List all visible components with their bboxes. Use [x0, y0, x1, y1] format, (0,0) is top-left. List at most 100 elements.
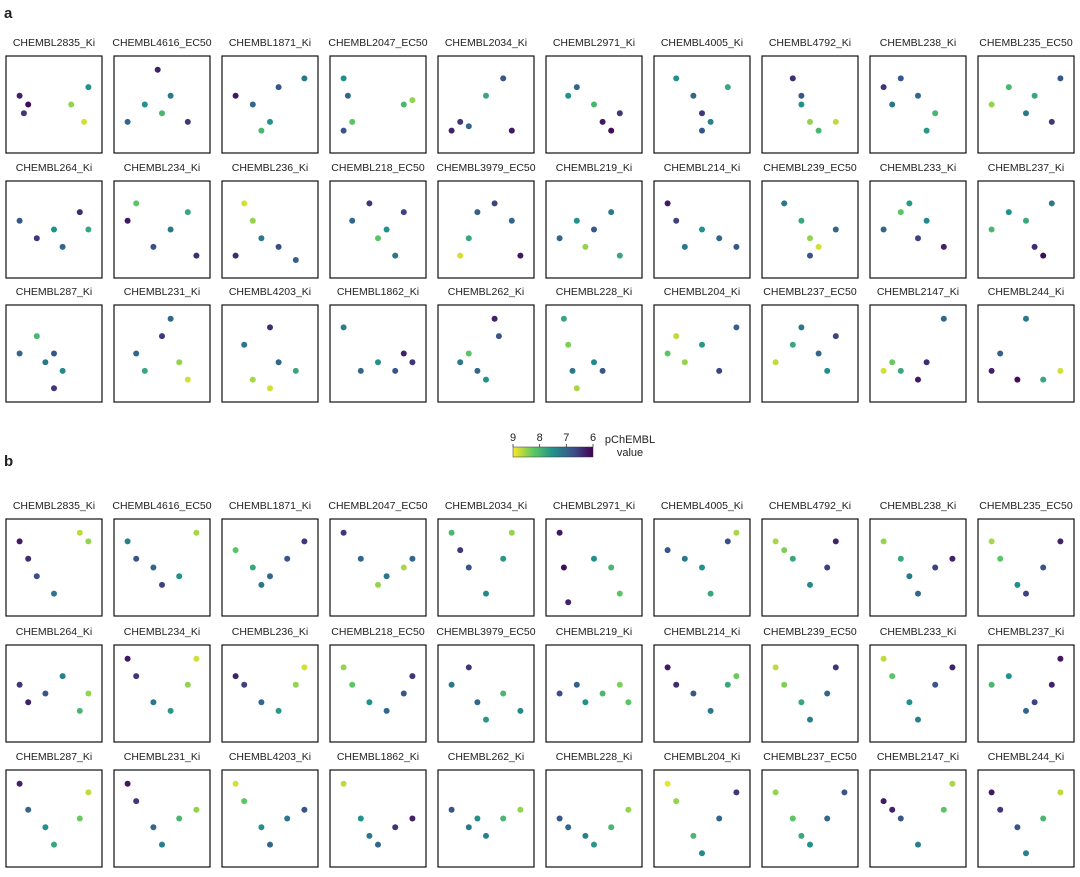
point [59, 243, 66, 250]
panel-title: CHEMBL2147_Ki [877, 751, 959, 763]
point [16, 681, 23, 688]
point [897, 815, 904, 822]
point [400, 564, 407, 571]
panel-frame [761, 180, 859, 279]
point [915, 716, 921, 723]
point [599, 690, 606, 697]
point [267, 324, 273, 331]
point [51, 841, 57, 848]
point [915, 235, 921, 242]
point [25, 806, 32, 813]
point [241, 798, 248, 805]
point [68, 101, 75, 108]
point [815, 127, 822, 134]
point [392, 367, 399, 374]
panel-title: CHEMBL3979_EC50 [436, 162, 535, 174]
point [232, 252, 239, 259]
point [474, 209, 481, 216]
point [772, 664, 779, 671]
point [673, 75, 680, 82]
panel-frame [329, 518, 427, 617]
point [1031, 699, 1038, 706]
point [582, 832, 589, 839]
point [1057, 367, 1064, 374]
point [232, 92, 239, 99]
point [483, 376, 489, 383]
point [133, 200, 140, 207]
point [383, 707, 390, 714]
panel-title: CHEMBL2034_Ki [445, 37, 527, 49]
point [357, 815, 364, 822]
point [33, 573, 40, 580]
point [59, 367, 66, 374]
panel-frame [545, 304, 643, 403]
panel-title: CHEMBL2971_Ki [553, 500, 635, 512]
panel-title: CHEMBL4203_Ki [229, 286, 311, 298]
point [448, 127, 455, 134]
colorbar-tick-label: 8 [537, 432, 543, 444]
point [673, 798, 680, 805]
point [20, 110, 27, 117]
point [1048, 681, 1055, 688]
point [85, 226, 92, 233]
panel-title: CHEMBL1862_Ki [337, 751, 419, 763]
point [832, 664, 839, 671]
point [59, 673, 66, 680]
point [491, 315, 498, 322]
point [340, 664, 347, 671]
point [448, 529, 455, 536]
point [85, 690, 92, 697]
panel-frame [977, 55, 1075, 154]
point [1023, 110, 1029, 117]
point [923, 127, 930, 134]
point [409, 97, 416, 104]
panel-title: CHEMBL214_Ki [664, 162, 740, 174]
point [232, 780, 239, 787]
point [699, 110, 705, 117]
point [133, 673, 140, 680]
panel-frame [113, 644, 211, 743]
panel-label: b [4, 453, 13, 470]
point [932, 110, 939, 117]
point [906, 200, 913, 207]
point [366, 699, 373, 706]
panel-title: CHEMBL234_Ki [124, 162, 200, 174]
point [573, 681, 580, 688]
panel-frame [653, 644, 751, 743]
panel-title: CHEMBL1862_Ki [337, 286, 419, 298]
point [625, 806, 632, 813]
point [997, 350, 1004, 357]
point [474, 815, 481, 822]
point [699, 850, 705, 857]
panel-title: CHEMBL237_EC50 [763, 286, 857, 298]
point [733, 789, 740, 796]
panel-title: CHEMBL218_EC50 [331, 162, 425, 174]
point [409, 555, 416, 562]
point [824, 564, 831, 571]
panel-frame [221, 180, 319, 279]
point [465, 564, 472, 571]
point [1005, 84, 1012, 91]
panel-title: CHEMBL262_Ki [448, 286, 524, 298]
point [681, 555, 688, 562]
panel-frame [761, 55, 859, 154]
point [25, 699, 32, 706]
point [375, 235, 381, 242]
point [781, 681, 788, 688]
point [699, 564, 705, 571]
point [1023, 590, 1029, 597]
point [772, 789, 779, 796]
point [340, 324, 347, 331]
point [81, 118, 88, 125]
point [349, 217, 356, 224]
panel-title: CHEMBL237_EC50 [763, 751, 857, 763]
point [16, 350, 23, 357]
point [889, 101, 896, 108]
point [258, 699, 265, 706]
point [150, 824, 157, 831]
panel-title: CHEMBL264_Ki [16, 626, 92, 638]
panel-frame [653, 180, 751, 279]
point [923, 359, 930, 366]
panel-title: CHEMBL236_Ki [232, 626, 308, 638]
point [573, 84, 580, 91]
